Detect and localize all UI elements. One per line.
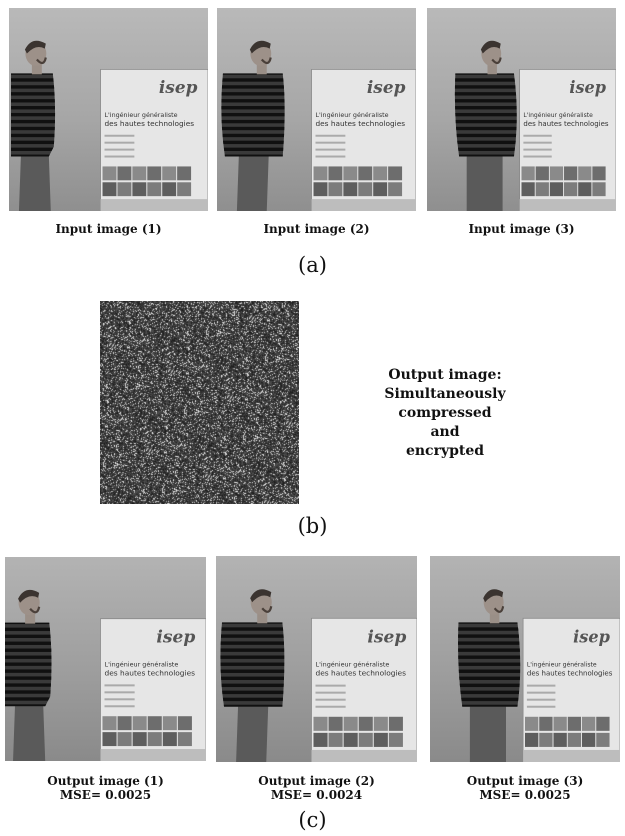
input-caption-2: Input image (2) (263, 222, 370, 236)
output-line-4: and (430, 424, 460, 440)
input-image-2: isep L'ingénieur généraliste des hautes te… (217, 8, 416, 211)
poster-headline-2: des hautes technologies (523, 119, 608, 128)
output-image-1: isep L'ingénieur généraliste des hautes te… (5, 557, 206, 761)
poster-headline-1: L'ingénieur généraliste (316, 111, 389, 119)
poster-headline-1: L'ingénieur généraliste (523, 111, 593, 119)
output-line-2: Simultaneously (384, 386, 506, 402)
output-line-5: encrypted (405, 443, 485, 459)
output-title-1: Output image (1) (47, 774, 164, 788)
poster-headline-1: L'ingénieur généraliste (315, 661, 389, 669)
poster-logo: isep (156, 628, 195, 648)
encrypted-output-image (100, 301, 299, 504)
output-image-2: isep L'ingénieur généraliste des hautes te… (216, 556, 417, 762)
input-image-3: isep L'ingénieur généraliste des hautes te… (427, 8, 616, 211)
poster-headline-2: des hautes technologies (315, 669, 406, 678)
output-description: Output image: Simultaneously compressed … (355, 366, 535, 461)
poster-logo: isep (159, 77, 198, 97)
poster-logo: isep (569, 78, 606, 97)
output-image-3: isep L'ingénieur généraliste des hautes te… (430, 556, 620, 762)
output-mse-1: MSE= 0.0025 (59, 788, 152, 802)
output-mse-2: MSE= 0.0024 (270, 788, 363, 802)
output-line-1: Output image: (388, 367, 502, 383)
poster-logo: isep (367, 77, 406, 97)
poster-headline-1: L'ingénieur généraliste (527, 660, 597, 668)
poster-logo: isep (367, 627, 406, 647)
poster-logo: isep (573, 626, 610, 647)
input-caption-3: Input image (3) (468, 222, 575, 236)
output-title-2: Output image (2) (258, 774, 375, 788)
poster-headline-2: des hautes technologies (316, 119, 406, 128)
output-caption-2: Output image (2) MSE= 0.0024 (216, 774, 417, 802)
panel-b-label: (b) (297, 514, 328, 538)
output-line-3: compressed (398, 405, 492, 421)
panel-a-label: (a) (298, 253, 327, 277)
output-mse-3: MSE= 0.0025 (479, 788, 571, 802)
poster-headline-2: des hautes technologies (104, 668, 195, 677)
panel-c-label: (c) (298, 808, 327, 832)
input-image-1: isep L'ingénieur généraliste des hautes te… (9, 8, 208, 211)
output-caption-3: Output image (3) MSE= 0.0025 (430, 774, 620, 802)
output-title-3: Output image (3) (466, 774, 584, 788)
poster-headline-2: des hautes technologies (527, 668, 613, 677)
poster-headline-1: L'ingénieur généraliste (104, 660, 178, 668)
poster-headline-1: L'ingénieur généraliste (105, 111, 178, 119)
poster-headline-2: des hautes technologies (105, 119, 195, 128)
input-caption-1: Input image (1) (55, 222, 162, 236)
output-caption-1: Output image (1) MSE= 0.0025 (5, 774, 206, 802)
